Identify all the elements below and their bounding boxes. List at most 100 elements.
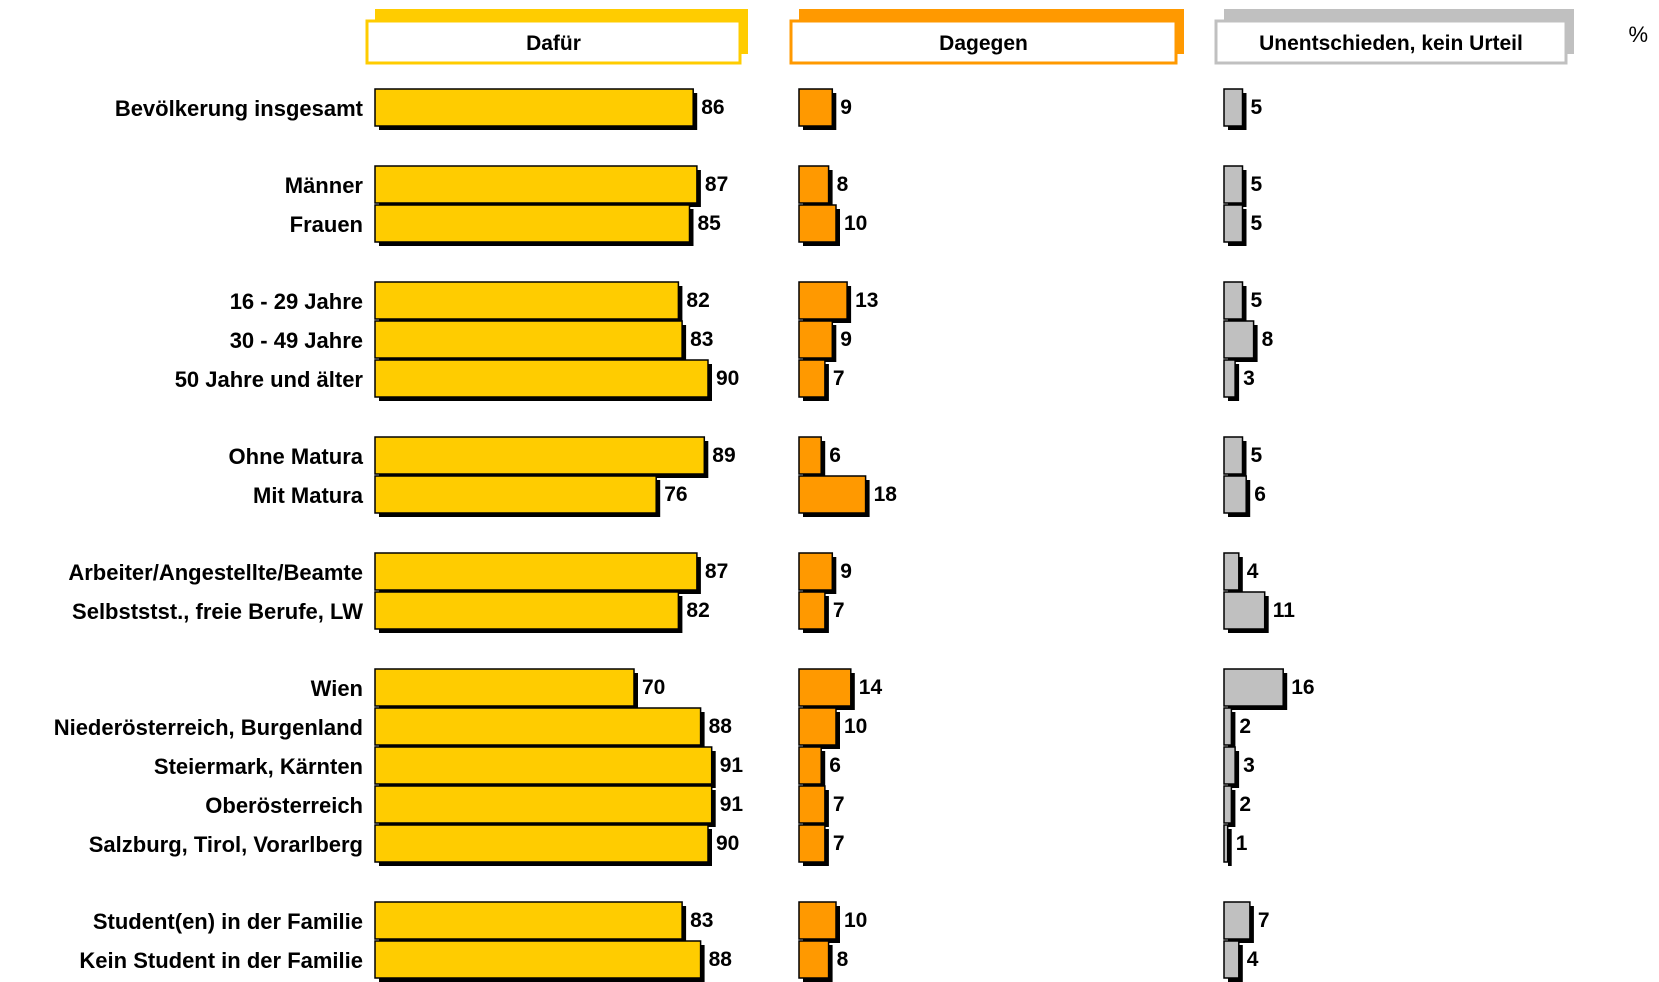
- bar: [374, 281, 680, 320]
- bars: 8687858283908976878270889191908388981013…: [374, 88, 1315, 982]
- unit-label: %: [1628, 22, 1648, 47]
- bar: [374, 746, 713, 785]
- bar: [798, 824, 826, 863]
- bar: [1223, 204, 1244, 243]
- value-label: 87: [705, 173, 728, 196]
- value-label: 3: [1243, 367, 1255, 390]
- value-label: 85: [698, 212, 722, 235]
- value-label: 16: [1291, 676, 1314, 699]
- bar: [798, 940, 830, 979]
- bar: [374, 591, 680, 630]
- value-label: 6: [829, 444, 841, 467]
- value-label: 2: [1239, 715, 1251, 738]
- category-labels: Bevölkerung insgesamt Männer Frauen 16 - 29…: [54, 96, 364, 973]
- bar: [798, 204, 837, 243]
- value-label: 4: [1247, 948, 1259, 971]
- bar: [1223, 552, 1240, 591]
- value-label: 14: [859, 676, 883, 699]
- bar: [798, 552, 834, 591]
- value-label: 7: [833, 793, 845, 816]
- value-label: 5: [1251, 289, 1263, 312]
- value-label: 91: [720, 754, 744, 777]
- bar: [374, 165, 698, 204]
- value-label: 86: [701, 96, 724, 119]
- bar: [1223, 591, 1266, 630]
- bar: [1223, 436, 1244, 475]
- bar: [798, 359, 826, 398]
- bar: [1223, 359, 1236, 398]
- header-box-2: [1214, 19, 1568, 65]
- bar: [1223, 824, 1229, 863]
- category-label: Selbststst., freie Berufe, LW: [72, 599, 363, 624]
- bar: [374, 552, 698, 591]
- value-label: 83: [690, 909, 713, 932]
- bar: [1223, 165, 1244, 204]
- value-label: 88: [709, 948, 733, 971]
- value-label: 87: [705, 560, 728, 583]
- value-label: 90: [716, 832, 739, 855]
- category-label: Frauen: [290, 212, 363, 237]
- category-label: Ohne Matura: [229, 444, 364, 469]
- category-label: Kein Student in der Familie: [79, 948, 363, 973]
- bar: [1223, 668, 1284, 707]
- value-label: 91: [720, 793, 744, 816]
- category-label: Arbeiter/Angestellte/Beamte: [68, 560, 363, 585]
- value-label: 5: [1251, 212, 1263, 235]
- category-label: Student(en) in der Familie: [93, 909, 363, 934]
- value-label: 9: [840, 560, 852, 583]
- bar: [798, 475, 867, 514]
- bar: [374, 204, 691, 243]
- value-label: 6: [829, 754, 841, 777]
- bar: [374, 668, 635, 707]
- value-label: 4: [1247, 560, 1259, 583]
- bar-shadow: [1228, 829, 1232, 866]
- value-label: 8: [837, 173, 849, 196]
- category-label: Bevölkerung insgesamt: [115, 96, 364, 121]
- category-label: 30 - 49 Jahre: [230, 328, 363, 353]
- bar: [374, 785, 713, 824]
- bar: [1223, 940, 1240, 979]
- value-label: 18: [874, 483, 898, 506]
- bar: [798, 746, 822, 785]
- bar: [374, 824, 709, 863]
- value-label: 7: [833, 367, 845, 390]
- category-label: Niederösterreich, Burgenland: [54, 715, 363, 740]
- header-box-1: [789, 19, 1178, 65]
- bar: [374, 359, 709, 398]
- value-label: 70: [642, 676, 665, 699]
- value-label: 76: [664, 483, 687, 506]
- bar: [1223, 88, 1244, 127]
- bar: [798, 668, 852, 707]
- value-label: 6: [1254, 483, 1266, 506]
- bar: [798, 901, 837, 940]
- bar: [374, 436, 706, 475]
- value-label: 9: [840, 328, 852, 351]
- value-label: 82: [686, 289, 709, 312]
- category-label: Salzburg, Tirol, Vorarlberg: [89, 832, 363, 857]
- bar: [374, 707, 702, 746]
- bar: [798, 436, 822, 475]
- header-box-0: [365, 19, 742, 65]
- category-label: 50 Jahre und älter: [175, 367, 364, 392]
- series-header-label: Unentschieden, kein Urteil: [1259, 32, 1523, 55]
- value-label: 88: [709, 715, 733, 738]
- value-label: 89: [712, 444, 735, 467]
- bar: [798, 281, 848, 320]
- bar: [374, 475, 657, 514]
- series-header-label: Dagegen: [939, 32, 1028, 55]
- bar: [798, 785, 826, 824]
- category-label: Wien: [311, 676, 363, 701]
- value-label: 82: [686, 599, 709, 622]
- series-headers: Dafür Dagegen Unentschieden, kein Urteil: [365, 9, 1574, 65]
- bar: [798, 165, 830, 204]
- bar: [1223, 707, 1233, 746]
- bar: [374, 940, 702, 979]
- value-label: 11: [1273, 599, 1296, 622]
- value-label: 13: [855, 289, 878, 312]
- bar: [1223, 785, 1233, 824]
- value-label: 5: [1251, 173, 1263, 196]
- category-label: Steiermark, Kärnten: [154, 754, 363, 779]
- bar: [1223, 320, 1255, 359]
- value-label: 8: [1262, 328, 1274, 351]
- bar: [374, 901, 683, 940]
